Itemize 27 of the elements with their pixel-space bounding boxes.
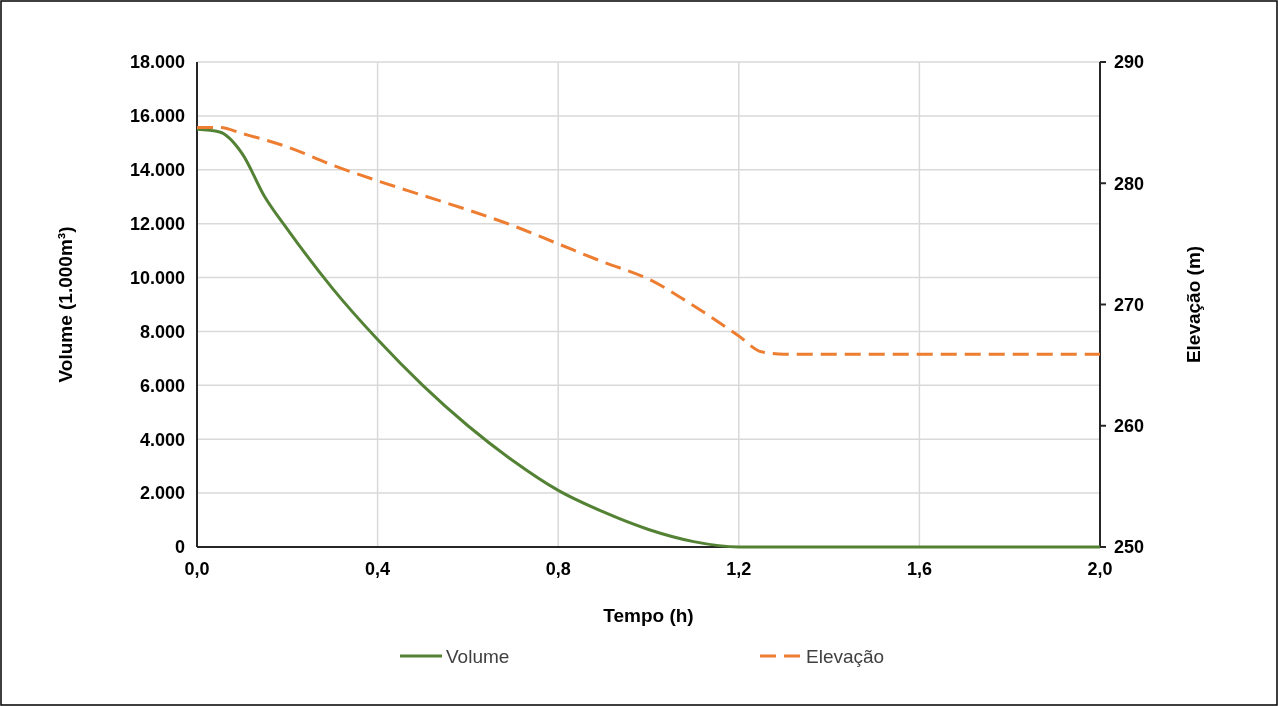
y-tick-label: 2.000 xyxy=(139,483,185,504)
y-tick-label: 6.000 xyxy=(139,375,185,396)
y-axis-title: Volume (1.000m³) xyxy=(55,226,76,383)
y-tick-label: 0 xyxy=(174,537,185,558)
x-tick-label: 2,0 xyxy=(1087,559,1113,579)
line-series xyxy=(195,125,1102,356)
x-axis-title: Tempo (h) xyxy=(603,605,694,626)
x-tick-label: 1,6 xyxy=(906,559,932,579)
y-tick-label: 8.000 xyxy=(139,321,185,342)
x-tick-label: 1,2 xyxy=(726,559,752,579)
x-tick-label: 0,8 xyxy=(545,559,571,579)
y-tick-label: 12.000 xyxy=(129,213,185,234)
x-tick-label: 0,0 xyxy=(184,559,210,579)
y-tick-label: 4.000 xyxy=(139,429,185,450)
legend-label: Volume xyxy=(446,645,510,667)
y-tick-label: 18.000 xyxy=(129,52,185,73)
x-tick-label: 0,4 xyxy=(365,559,391,579)
legend-label: Elevação xyxy=(806,645,885,667)
y-tick-label: 16.000 xyxy=(129,106,185,127)
y2-tick-label: 260 xyxy=(1114,416,1145,437)
y2-tick-label: 270 xyxy=(1114,294,1145,315)
y-tick-label: 14.000 xyxy=(129,160,185,181)
y2-tick-label: 280 xyxy=(1114,173,1145,194)
y-tick-label: 10.000 xyxy=(129,267,185,288)
y2-axis-title: Elevação (m) xyxy=(1183,245,1204,364)
y2-tick-label: 290 xyxy=(1114,52,1145,73)
y2-tick-label: 250 xyxy=(1114,537,1145,558)
